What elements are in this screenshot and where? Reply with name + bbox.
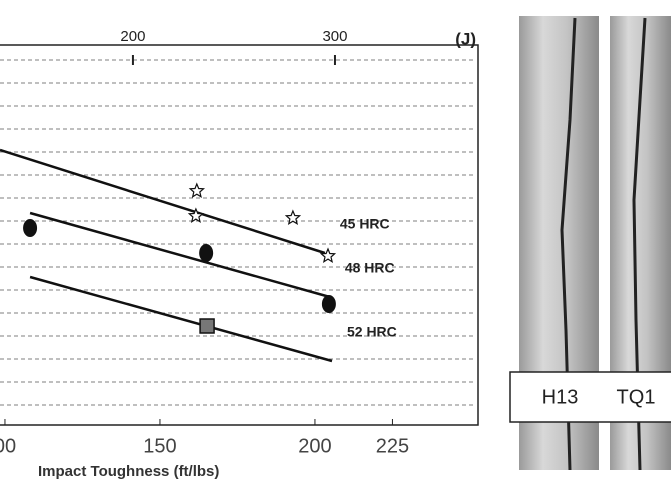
series-label: 52 HRC	[347, 324, 397, 340]
plot-frame	[0, 44, 479, 426]
image-label: TQ1	[617, 386, 656, 408]
crack	[632, 17, 647, 471]
x-tick-label: 00	[0, 435, 16, 457]
point	[321, 295, 336, 313]
point	[188, 182, 206, 198]
point	[199, 318, 215, 334]
fit-line	[29, 211, 331, 299]
x2-tick-label: 300	[322, 28, 347, 45]
fit-line	[0, 148, 326, 255]
point	[199, 244, 214, 262]
x2-axis-label: (J)	[455, 29, 476, 48]
image-label: H13	[542, 386, 579, 408]
x2-tick-label: 200	[120, 28, 145, 45]
x-axis-label: Impact Toughness (ft/lbs)	[38, 463, 219, 480]
photo-panel: H13 TQ1	[509, 16, 671, 471]
x-tick-label: 200	[298, 435, 331, 457]
x-tick-label: 150	[143, 435, 176, 457]
x-tick-label: 225	[376, 435, 409, 457]
series-label: 48 HRC	[345, 260, 395, 276]
point	[284, 209, 302, 225]
series-label: 45 HRC	[340, 216, 390, 232]
fit-line	[29, 275, 333, 363]
label-box	[509, 371, 671, 423]
point	[319, 247, 337, 263]
point	[187, 207, 205, 223]
point	[23, 219, 38, 237]
